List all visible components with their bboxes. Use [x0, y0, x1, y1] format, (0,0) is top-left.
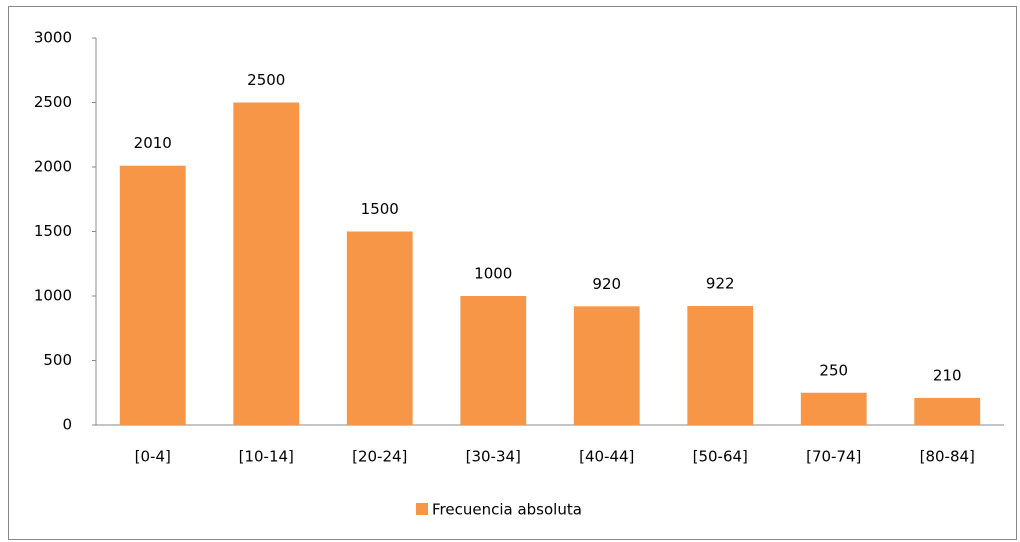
- bar: [346, 231, 413, 425]
- y-tick-label: 1000: [34, 287, 72, 305]
- data-label: 922: [706, 275, 735, 293]
- y-tick-label: 1500: [34, 222, 72, 240]
- y-tick-label: 0: [62, 416, 72, 434]
- y-tick-label: 500: [43, 351, 72, 369]
- legend-swatch: [416, 503, 428, 515]
- data-label: 1000: [474, 265, 512, 283]
- x-tick-label: [10-14]: [239, 448, 294, 466]
- data-label: 1500: [361, 200, 399, 218]
- x-tick-label: [70-74]: [806, 448, 861, 466]
- bar: [687, 306, 754, 425]
- data-label: 2500: [247, 71, 285, 89]
- y-tick-label: 2500: [34, 93, 72, 111]
- bar: [233, 102, 300, 425]
- x-tick-label: [30-34]: [466, 448, 521, 466]
- bar: [460, 296, 527, 425]
- x-tick-label: [20-24]: [352, 448, 407, 466]
- data-label: 250: [819, 361, 848, 379]
- y-tick-label: 3000: [34, 29, 72, 47]
- data-label: 210: [933, 366, 962, 384]
- x-tick-label: [80-84]: [920, 448, 975, 466]
- x-tick-label: [50-64]: [693, 448, 748, 466]
- data-label: 920: [592, 275, 621, 293]
- x-tick-label: [40-44]: [579, 448, 634, 466]
- bar: [573, 306, 640, 425]
- y-tick-label: 2000: [34, 158, 72, 176]
- bar: [914, 397, 981, 425]
- bar: [800, 392, 867, 425]
- x-tick-label: [0-4]: [135, 448, 171, 466]
- data-label: 2010: [134, 134, 172, 152]
- legend-label: Frecuencia absoluta: [432, 501, 582, 519]
- bar: [119, 165, 186, 425]
